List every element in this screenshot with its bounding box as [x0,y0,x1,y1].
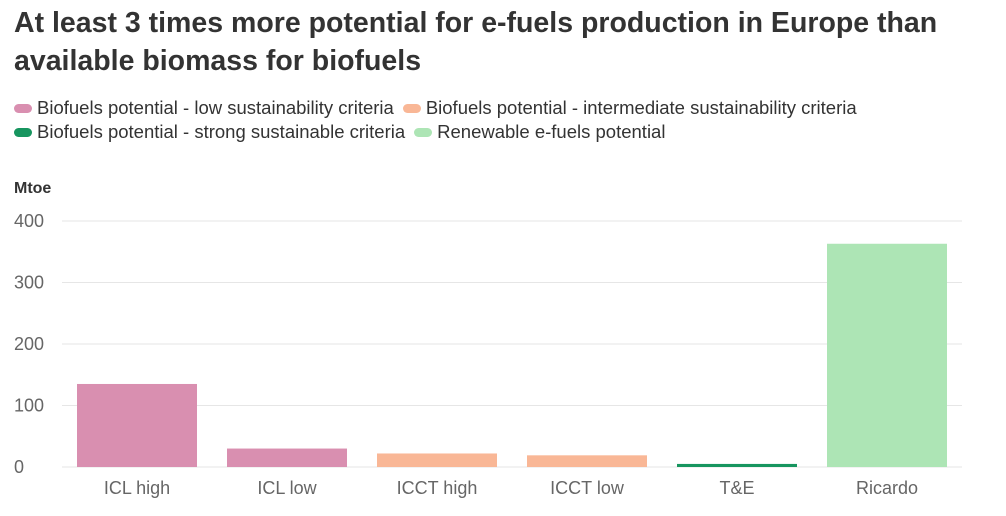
x-axis-ticks: ICL high ICL low ICCT high ICCT low T&E Ricar… [104,478,918,498]
bar-t-e [677,463,797,467]
chart-title: At least 3 times more potential for e-fu… [14,7,938,77]
bar-icct-low [527,455,647,467]
legend-row-2: Biofuels potential - strong sustainable … [14,120,999,144]
x-tick-label: ICL low [257,478,317,498]
bar-icl-low [227,448,347,467]
legend-swatch-icon [14,103,32,113]
bar-icct-high [377,453,497,467]
legend-swatch-icon [14,127,32,137]
y-tick-label: 300 [14,273,44,293]
x-tick-label: T&E [719,478,754,498]
bars [77,243,947,467]
legend-item-bio-intermediate: Biofuels potential - intermediate sustai… [402,96,857,120]
y-tick-label: 400 [14,211,44,231]
x-tick-label: ICCT high [397,478,478,498]
x-tick-label: ICL high [104,478,170,498]
bar-ricardo [827,243,947,467]
bar-icl-high [77,383,197,467]
legend-swatch-icon [414,127,433,137]
y-axis-ticks: 0 100 200 300 400 [14,211,44,477]
y-tick-label: 100 [14,396,44,416]
legend-label: Biofuels potential - intermediate sustai… [425,97,857,118]
y-tick-label: 0 [14,457,24,477]
grid-lines [62,220,962,468]
legend-row-1: Biofuels potential - low sustainability … [14,96,999,120]
chart-legend: Biofuels potential - low sustainability … [14,96,999,144]
legend-item-efuels: Renewable e-fuels potential [414,120,665,144]
legend-label: Biofuels potential - low sustainability … [37,97,394,118]
legend-label: Biofuels potential - strong sustainable … [37,121,406,142]
y-axis-unit-label: Mtoe [14,180,52,197]
y-tick-label: 200 [14,334,44,354]
legend-item-bio-strong: Biofuels potential - strong sustainable … [14,120,405,144]
x-tick-label: ICCT low [550,478,625,498]
legend-swatch-icon [402,103,421,113]
x-tick-label: Ricardo [856,478,918,498]
legend-item-bio-low: Biofuels potential - low sustainability … [14,96,394,120]
legend-label: Renewable e-fuels potential [437,121,666,142]
